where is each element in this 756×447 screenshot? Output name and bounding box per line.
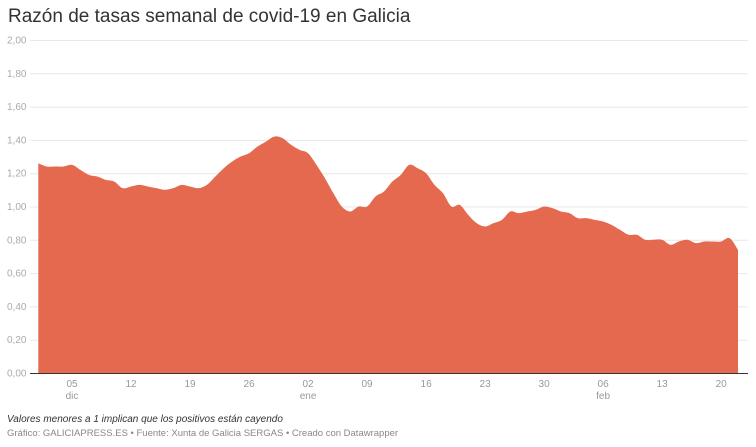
x-tick-label: 26: [243, 379, 255, 390]
x-tick-month-label: ene: [300, 391, 317, 402]
x-tick-label: 09: [362, 379, 374, 390]
x-tick-label: 13: [657, 379, 669, 390]
x-tick-label: 05: [66, 379, 78, 390]
x-tick-label: 30: [539, 379, 551, 390]
area-series: [38, 136, 738, 373]
x-tick-label: 06: [598, 379, 610, 390]
chart-credits: Gráfico: GALICIAPRESS.ES • Fuente: Xunta…: [7, 428, 399, 439]
x-tick-label: 19: [184, 379, 196, 390]
y-tick-label: 0,60: [7, 269, 27, 280]
y-tick-label: 1,00: [7, 202, 27, 213]
y-tick-label: 0,00: [7, 369, 27, 380]
x-tick-month-label: feb: [596, 391, 610, 402]
x-tick-label: 20: [716, 379, 728, 390]
x-tick-label: 23: [480, 379, 492, 390]
y-tick-label: 1,60: [7, 102, 27, 113]
y-tick-label: 0,40: [7, 302, 27, 313]
y-tick-label: 1,80: [7, 69, 27, 80]
y-tick-label: 0,20: [7, 335, 27, 346]
y-tick-label: 1,20: [7, 169, 27, 180]
chart-title: Razón de tasas semanal de covid-19 en Ga…: [8, 6, 411, 27]
x-tick-label: 16: [421, 379, 433, 390]
x-tick-label: 12: [125, 379, 137, 390]
x-tick-label: 02: [302, 379, 314, 390]
y-tick-label: 2,00: [7, 36, 27, 47]
y-tick-label: 0,80: [7, 235, 27, 246]
y-tick-label: 1,40: [7, 135, 27, 146]
x-tick-month-label: dic: [66, 391, 79, 402]
chart-note: Valores menores a 1 implican que los pos…: [7, 414, 283, 425]
